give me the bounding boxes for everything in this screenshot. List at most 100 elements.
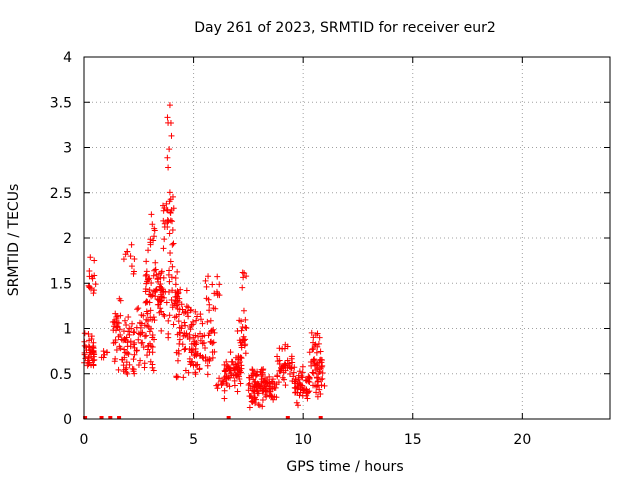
data-point [284,357,291,364]
data-point [306,349,313,356]
data-point [294,385,301,392]
data-point [84,362,91,369]
data-point [207,317,214,324]
y-axis-label: SRMTID / TECUs [6,184,22,297]
data-point [164,217,171,224]
data-point [251,395,258,402]
zero-marker [83,416,88,419]
data-point [216,281,223,288]
data-point [160,288,167,295]
data-point [130,329,137,336]
data-point [216,375,223,382]
data-point [199,340,206,347]
data-point [192,308,199,315]
data-point [149,332,156,339]
data-point [280,363,287,370]
data-point [126,361,133,368]
y-tick-label: 3.5 [50,95,72,111]
data-point [178,323,185,330]
data-point [186,331,193,338]
data-points [81,102,328,419]
data-point [221,361,228,368]
data-point [191,340,198,347]
data-point [279,374,286,381]
data-point [120,256,127,263]
data-point [138,340,145,347]
data-point [239,284,246,291]
data-point [317,391,324,398]
data-point [149,221,156,228]
y-tick-label: 1.5 [50,276,72,292]
data-point [85,343,92,350]
data-point [156,270,163,277]
data-point [115,366,122,373]
data-point [174,331,181,338]
data-point [234,388,241,395]
data-point [226,364,233,371]
data-point [120,337,127,344]
data-point [81,342,88,349]
data-point [92,281,99,288]
data-point [221,367,228,374]
data-point [122,251,129,258]
data-point [177,286,184,293]
data-point [147,307,154,314]
data-point [170,240,177,247]
data-point [310,370,317,377]
data-point [242,324,249,331]
data-point [231,382,238,389]
data-point [264,376,271,383]
data-point [194,313,201,320]
data-point [146,328,153,335]
data-point [276,345,283,352]
data-point [221,395,228,402]
data-point [142,272,149,279]
data-point [197,316,204,323]
data-point [252,394,259,401]
data-point [150,367,157,374]
data-point [196,352,203,359]
data-point [313,349,320,356]
data-point [237,339,244,346]
data-point [251,370,258,377]
data-point [120,368,127,375]
data-point [115,320,122,327]
data-point [199,354,206,361]
data-point [248,398,255,405]
data-point [241,337,248,344]
data-point [121,346,128,353]
data-point [262,386,269,393]
data-point [156,309,163,316]
data-point [241,342,248,349]
zero-marker [226,416,231,419]
data-point [134,306,141,313]
data-point [127,253,134,260]
data-point [249,399,256,406]
data-point [299,369,306,376]
data-point [151,227,158,234]
data-point [310,356,317,363]
data-point [196,366,203,373]
data-point [135,362,142,369]
data-point [148,280,155,287]
data-point [285,360,292,367]
data-point [121,335,128,342]
data-point [143,268,150,275]
data-point [117,332,124,339]
data-point [140,312,147,319]
data-point [318,363,325,370]
y-tick-label: 0 [63,412,72,428]
data-point [276,357,283,364]
data-point [146,299,153,306]
data-point [146,275,153,282]
data-point [201,339,208,346]
data-point [176,311,183,318]
data-point [192,369,199,376]
data-point [256,383,263,390]
data-point [239,269,246,276]
data-point [185,304,192,311]
data-point [130,366,137,373]
data-point [148,211,155,218]
data-point [187,307,194,314]
data-point [251,388,258,395]
